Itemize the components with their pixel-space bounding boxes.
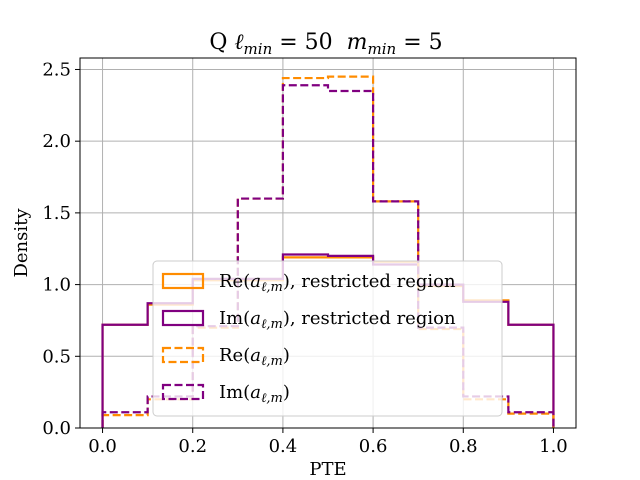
legend-entry-label: Im(aℓ,m) [219, 382, 290, 406]
legend-handle [161, 272, 205, 290]
x-tick-label: 0.0 [88, 436, 117, 457]
y-tick-label: 1.5 [42, 203, 71, 224]
x-tick-label: 1.0 [539, 436, 568, 457]
y-axis-label: Density [11, 208, 32, 278]
legend-entry-label: Re(aℓ,m) [219, 345, 290, 369]
legend-handle [161, 309, 205, 327]
legend-entry-label: Re(aℓ,m), restricted region [219, 271, 456, 295]
x-axis-label: PTE [309, 459, 346, 480]
x-axis-ticks: 0.0 0.2 0.4 0.6 0.8 1.0 [88, 428, 568, 457]
x-tick-label: 0.6 [359, 436, 388, 457]
legend-box [152, 260, 503, 417]
legend-handle [161, 383, 205, 401]
plot-frame [79, 57, 577, 429]
y-tick-label: 2.0 [42, 131, 71, 152]
y-tick-label: 0.5 [42, 346, 71, 367]
chart-title: Q ℓmin = 50 mmin = 5 [209, 30, 442, 58]
y-axis-ticks: 0.0 0.5 1.0 1.5 2.0 2.5 [42, 59, 80, 439]
x-tick-label: 0.8 [449, 436, 478, 457]
y-tick-label: 2.5 [42, 59, 71, 80]
legend-entry-label: Im(aℓ,m), restricted region [219, 308, 456, 332]
y-tick-label: 1.0 [42, 275, 71, 296]
x-tick-label: 0.2 [178, 436, 207, 457]
legend: Re(aℓ,m), restricted region Im(aℓ,m), res… [152, 260, 503, 417]
x-tick-label: 0.4 [269, 436, 298, 457]
y-tick-label: 0.0 [42, 418, 71, 439]
legend-handle [161, 346, 205, 364]
